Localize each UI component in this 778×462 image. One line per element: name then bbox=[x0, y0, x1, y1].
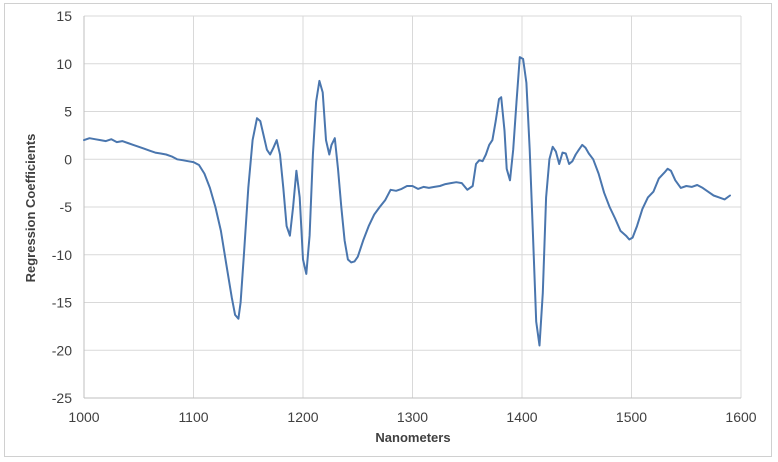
y-tick-label: 5 bbox=[64, 104, 72, 120]
y-axis-title: Regression Coefficients bbox=[23, 134, 38, 283]
x-axis-title: Nanometers bbox=[375, 430, 450, 445]
series-layer bbox=[83, 56, 731, 347]
y-tick-label: -5 bbox=[60, 199, 73, 215]
series-line bbox=[83, 56, 731, 347]
y-tick-label: 10 bbox=[56, 56, 72, 72]
x-tick-label: 1400 bbox=[506, 409, 537, 425]
x-tick-label: 1000 bbox=[68, 409, 99, 425]
x-tick-label: 1200 bbox=[287, 409, 318, 425]
x-tick-label: 1100 bbox=[178, 409, 208, 425]
x-tick-label: 1500 bbox=[616, 409, 647, 425]
y-tick-label: -15 bbox=[52, 295, 72, 311]
y-tick-label: -20 bbox=[52, 342, 72, 358]
x-tick-label: 1600 bbox=[725, 409, 756, 425]
tick-labels: 15 10 5 0 -5 -10 -15 -20 -25 1000 1100 1200 1300 1400… bbox=[52, 8, 757, 425]
y-tick-label: 0 bbox=[64, 151, 72, 167]
y-tick-label: -10 bbox=[52, 247, 72, 263]
y-tick-label: -25 bbox=[52, 390, 72, 406]
axes bbox=[83, 16, 741, 399]
y-tick-label: 15 bbox=[56, 8, 72, 24]
x-tick-label: 1300 bbox=[397, 409, 428, 425]
chart-frame bbox=[4, 3, 772, 457]
